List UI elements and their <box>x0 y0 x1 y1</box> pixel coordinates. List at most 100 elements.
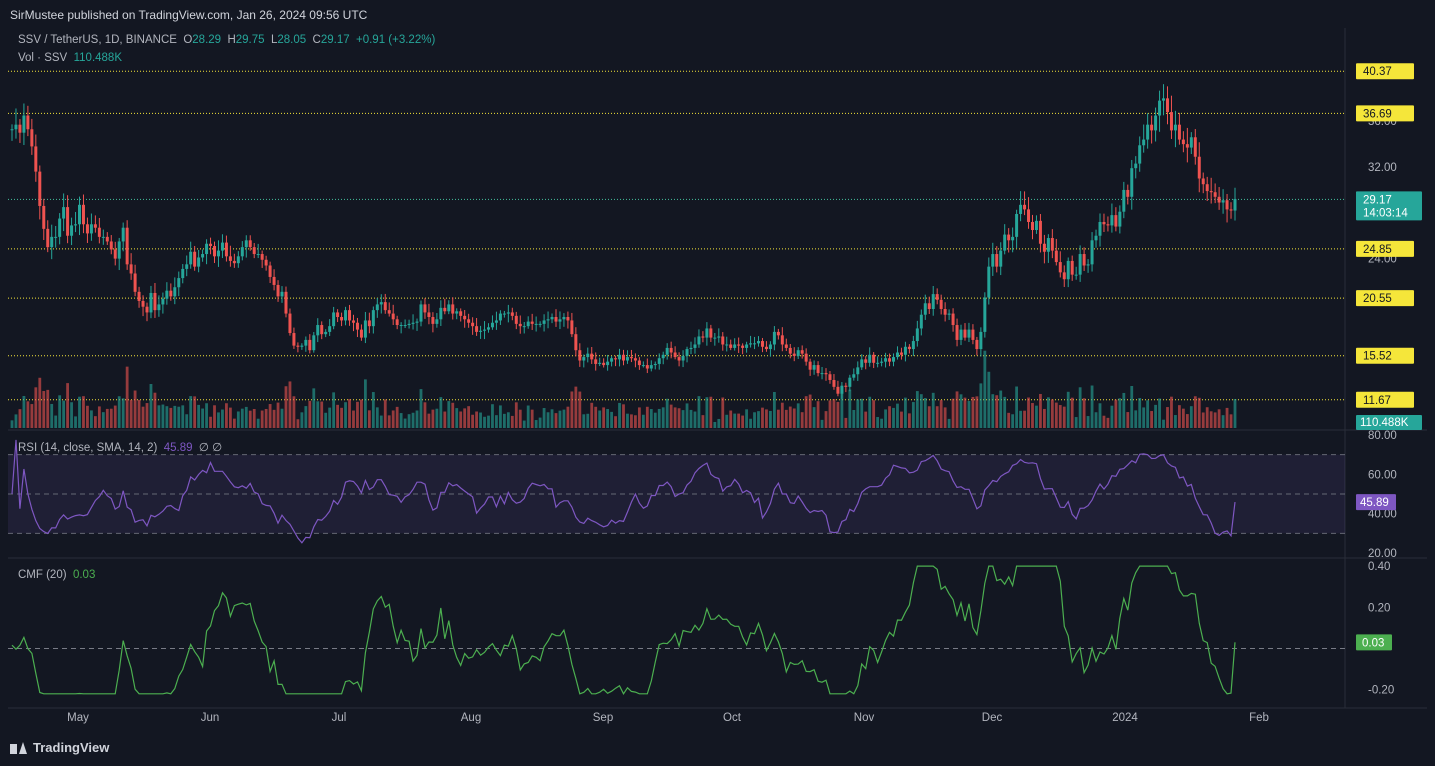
volume-bar <box>927 406 931 428</box>
candle-body <box>403 325 407 327</box>
volume-bar <box>566 406 570 428</box>
volume-bar <box>475 411 478 428</box>
candle-body <box>256 254 260 256</box>
candle-body <box>550 317 554 320</box>
candle-body <box>351 320 355 323</box>
cmf-value-tag-label: 0.03 <box>1362 637 1384 649</box>
volume-bar <box>526 405 530 428</box>
candle-body <box>637 360 641 366</box>
candle-body <box>880 361 884 363</box>
candle-body <box>1058 262 1062 273</box>
volume-bar <box>816 401 820 428</box>
volume-bar <box>1035 405 1038 428</box>
candle-body <box>633 358 637 361</box>
volume-bar <box>765 409 768 428</box>
candle-body <box>348 310 352 321</box>
candle-body <box>800 350 804 354</box>
volume-bar <box>193 396 197 428</box>
volume-bar <box>622 404 625 428</box>
candle-body <box>58 218 62 237</box>
chart-canvas[interactable]: 24.0028.0032.0036.0040.3736.6929.1624.85… <box>8 28 1427 734</box>
candle-body <box>713 337 717 339</box>
open-label: O <box>183 34 193 46</box>
rsi-value: 45.89 <box>163 442 193 454</box>
candle-body <box>955 325 959 340</box>
candle-body <box>816 365 820 374</box>
volume-bar <box>209 416 212 428</box>
candle-body <box>530 321 534 324</box>
price-level-tag <box>1356 347 1414 364</box>
volume-bar <box>820 419 824 428</box>
candle-body <box>602 362 606 366</box>
volume-bar <box>82 396 85 428</box>
volume-bar <box>991 394 995 428</box>
candle-body <box>395 319 399 326</box>
volume-bar <box>1031 403 1034 428</box>
volume-bar <box>546 412 550 428</box>
candle-body <box>93 224 97 228</box>
candle-body <box>419 304 423 322</box>
tradingview-logo[interactable]: TradingView <box>10 740 109 755</box>
candle-body <box>685 349 689 356</box>
candle-body <box>197 257 201 267</box>
candle-body <box>383 302 387 311</box>
volume-bar <box>550 409 554 428</box>
volume-bar <box>649 409 653 428</box>
close-label: C <box>312 34 321 46</box>
candle-body <box>224 242 228 257</box>
volume-bar <box>677 408 681 428</box>
rsi-value-tag <box>1356 494 1396 511</box>
candle-body <box>399 325 403 327</box>
rsi-label[interactable]: RSI (14, close, SMA, 14, 2) <box>18 442 158 454</box>
candle-body <box>42 205 46 229</box>
low-value: 28.05 <box>277 34 307 46</box>
candle-body <box>578 350 582 361</box>
volume-bar <box>1023 410 1026 428</box>
volume-bar <box>1130 385 1134 428</box>
candle-body <box>1030 221 1034 230</box>
candle-body <box>1027 209 1031 222</box>
candle-body <box>673 352 677 358</box>
close-value: 29.17 <box>320 34 350 46</box>
candle-body <box>1126 189 1130 197</box>
candle-body <box>1046 238 1050 252</box>
price-level-tag-label: 24.85 <box>1363 244 1392 256</box>
price-level-tag-label: 11.67 <box>1363 395 1391 407</box>
time-axis-label: Jul <box>332 712 347 724</box>
candle-body <box>498 313 502 321</box>
rsi-value-tag-label: 45.89 <box>1360 497 1389 509</box>
volume-bar <box>1082 398 1086 428</box>
volume-bar <box>943 407 947 428</box>
candle-body <box>129 264 133 274</box>
volume-bar <box>197 404 201 428</box>
candle-body <box>812 365 816 370</box>
volume-label[interactable]: Vol · SSV <box>18 52 68 64</box>
volume-bar <box>645 406 649 428</box>
rsi-tick-label: 60.00 <box>1368 469 1397 481</box>
candle-body <box>276 284 280 297</box>
candle-body <box>228 256 232 261</box>
candle-body <box>574 334 578 351</box>
volume-bar <box>109 408 113 428</box>
volume-bar <box>189 396 193 428</box>
candle-body <box>518 323 522 327</box>
candle-body <box>709 328 713 338</box>
candle-body <box>606 361 610 366</box>
candle-body <box>355 322 359 330</box>
volume-bar <box>129 399 133 428</box>
candle-body <box>1217 196 1221 203</box>
volume-bar <box>14 414 18 428</box>
candle-body <box>316 325 320 336</box>
volume-bar <box>328 407 332 428</box>
volume-bar <box>165 406 169 428</box>
volume-bar <box>713 421 717 428</box>
candle-body <box>463 315 467 320</box>
cmf-label[interactable]: CMF (20) <box>18 569 67 581</box>
candle-body <box>522 326 526 328</box>
volume-bar <box>725 414 729 428</box>
symbol-label[interactable]: SSV / TetherUS, 1D, BINANCE <box>18 34 177 46</box>
volume-bar <box>387 415 391 428</box>
volume-bar <box>367 410 371 428</box>
candle-body <box>903 346 907 355</box>
candle-body <box>1094 235 1098 241</box>
